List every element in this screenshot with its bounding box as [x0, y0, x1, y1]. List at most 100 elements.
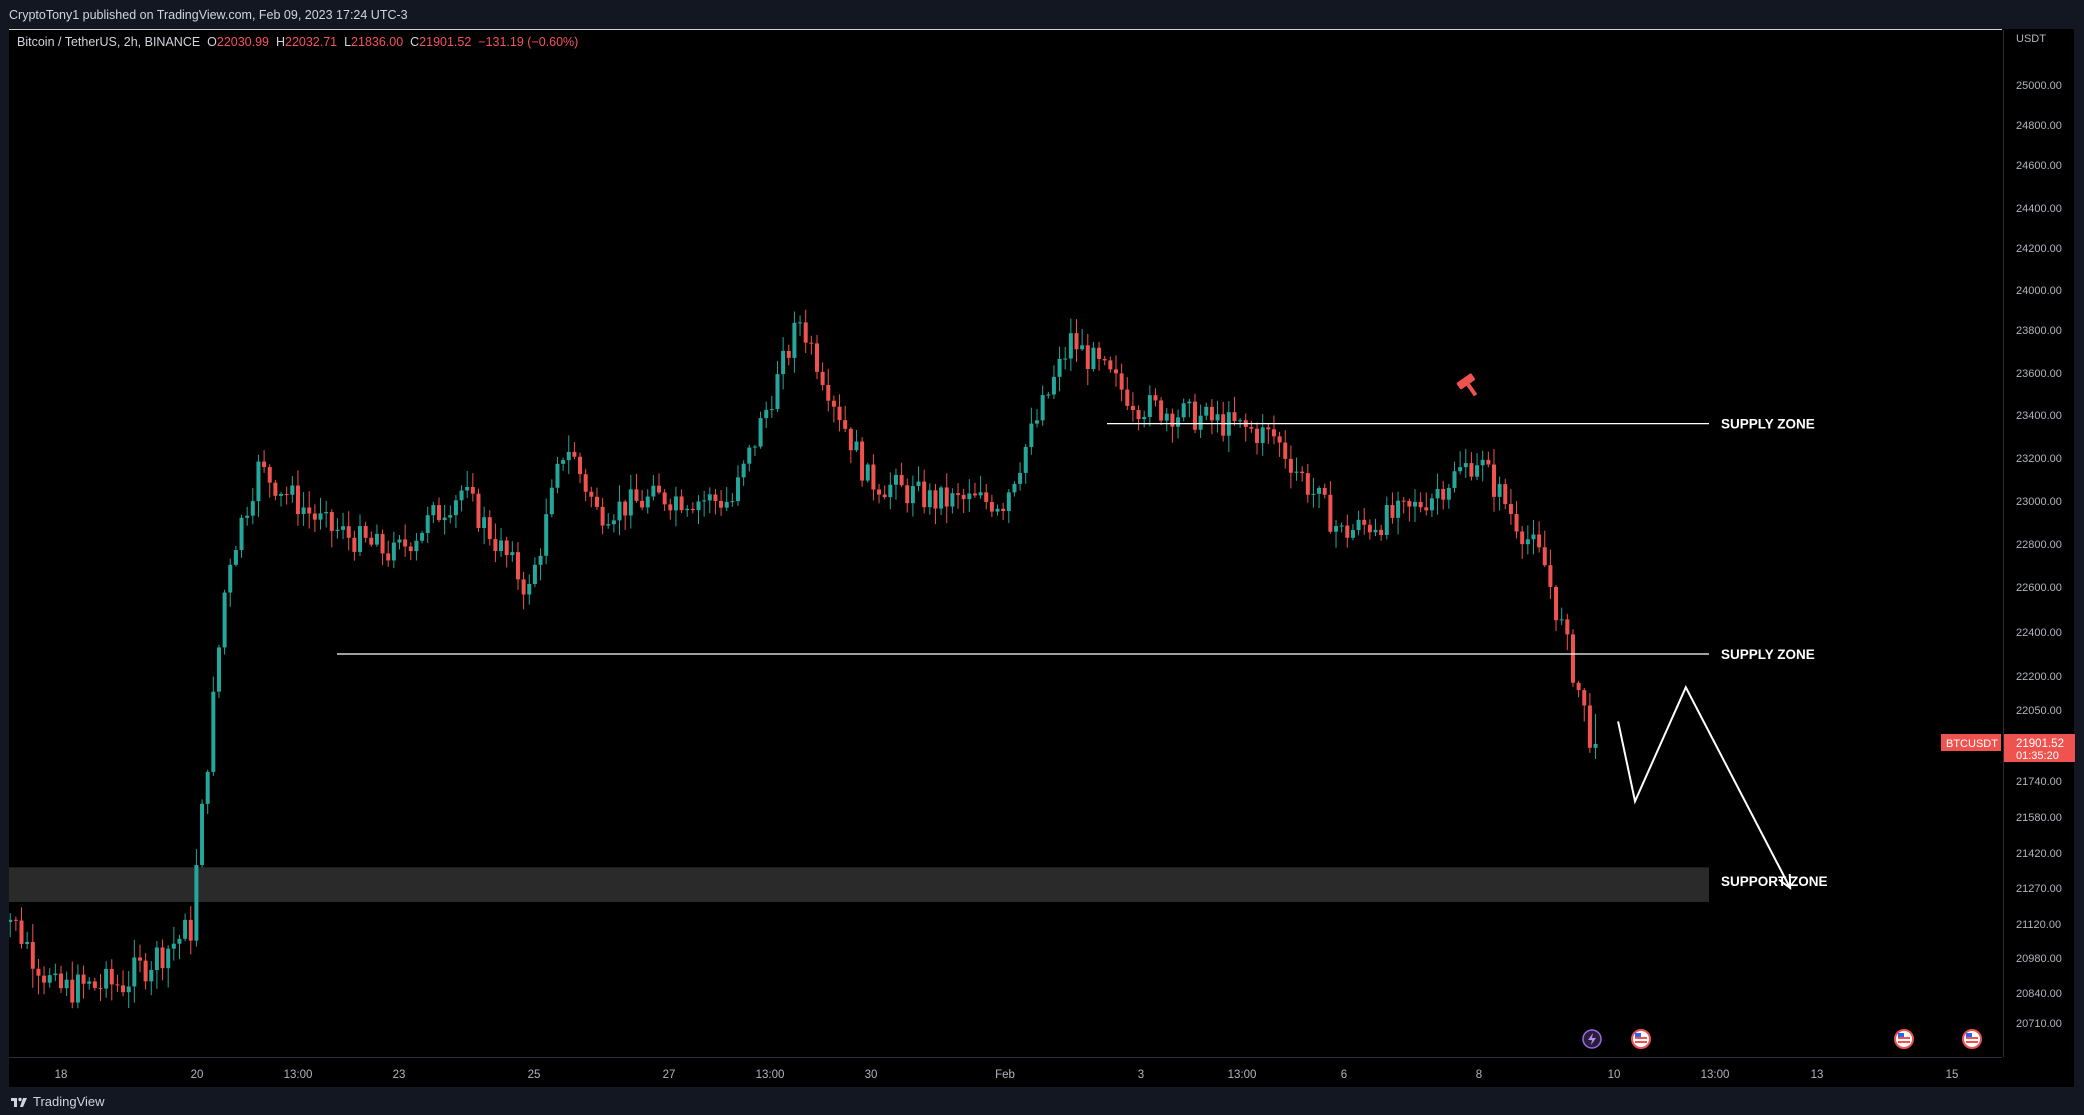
- candle-body: [211, 691, 216, 772]
- brand-text: TradingView: [33, 1094, 105, 1109]
- candle-body: [13, 919, 18, 921]
- candle-body: [171, 943, 176, 949]
- candle-body: [1136, 410, 1141, 420]
- projection-line[interactable]: [1617, 685, 1792, 889]
- candle-body: [927, 490, 932, 508]
- candle-body: [899, 474, 904, 486]
- price-tick-label: 23200.00: [2016, 453, 2062, 465]
- price-axis-labels: USDT 25000.00 24800.00 24600.00 24400.00 2420…: [2004, 33, 2075, 1030]
- projection-arrowhead: [1778, 873, 1792, 891]
- candle-body: [59, 973, 63, 989]
- us-flag-icon[interactable]: [1962, 1029, 1982, 1049]
- candle-body: [865, 464, 870, 481]
- candle-body: [1559, 619, 1564, 621]
- candle-body: [414, 540, 419, 552]
- candle-body: [1260, 427, 1265, 444]
- candle-body: [944, 487, 949, 507]
- candle-body: [380, 533, 385, 554]
- candle-body: [459, 490, 464, 501]
- zone-labels: SUPPLY ZONE SUPPLY ZONE SUPPORT ZONE: [1456, 373, 1828, 889]
- candle-body: [1271, 429, 1276, 437]
- price-tick-label: 24000.00: [2016, 285, 2062, 297]
- time-tick-label: 3: [1138, 1069, 1144, 1081]
- candle-body: [431, 505, 436, 516]
- candle-body: [724, 501, 729, 508]
- open-label: O: [207, 35, 217, 49]
- price-tick-label: 20840.00: [2016, 988, 2062, 1000]
- candle-body: [1142, 416, 1147, 420]
- candle-body: [606, 524, 611, 526]
- symbol-info: Bitcoin / TetherUS, 2h, BINANCE: [17, 35, 201, 49]
- published-text: CryptoTony1 published on TradingView.com…: [9, 8, 408, 22]
- candle-body: [752, 446, 757, 448]
- candle-body: [1475, 465, 1480, 477]
- candle-body: [75, 974, 80, 1003]
- time-tick-label: 8: [1476, 1069, 1482, 1081]
- candle-body: [166, 948, 171, 969]
- candle-body: [809, 342, 814, 344]
- candle-body: [696, 501, 701, 511]
- price-tick-label: 22050.00: [2016, 705, 2062, 717]
- candle-body: [42, 975, 47, 983]
- candle-body: [1277, 436, 1282, 443]
- price-tick-label: 24400.00: [2016, 203, 2062, 215]
- candle-body: [1334, 526, 1339, 532]
- candle-body: [1085, 345, 1090, 370]
- candle-body: [499, 540, 504, 552]
- candle-body: [1198, 415, 1203, 430]
- candle-body: [1542, 547, 1547, 566]
- support-zone-rect: [9, 867, 1709, 902]
- candle-body: [154, 947, 159, 971]
- candle-body: [1164, 413, 1169, 421]
- candle-body: [233, 550, 238, 565]
- candle-body: [515, 552, 520, 580]
- candle-body: [967, 493, 972, 500]
- us-flag-icon[interactable]: [1631, 1029, 1651, 1049]
- tradingview-brand[interactable]: TradingView: [10, 1094, 105, 1109]
- time-axis[interactable]: 18 20 13:00 23 25 27 13:00 30 Feb 3 13:00 6 8 10 13:00…: [9, 1057, 2002, 1088]
- candle-body: [939, 487, 944, 509]
- candle-body: [583, 474, 588, 492]
- us-flag-icon[interactable]: [1894, 1029, 1914, 1049]
- candle-body: [1570, 634, 1575, 683]
- candle-body: [64, 979, 69, 989]
- candle-body: [1582, 690, 1587, 706]
- candle-body: [1130, 405, 1135, 411]
- candle-body: [1390, 505, 1395, 518]
- candle-body: [640, 500, 645, 508]
- candle-body: [1018, 472, 1023, 484]
- frame-border: [9, 29, 2002, 30]
- candle-body: [200, 803, 205, 865]
- price-tick-label: 23800.00: [2016, 325, 2062, 337]
- candle-body: [1446, 487, 1451, 500]
- candle-body: [831, 400, 836, 407]
- time-tick-label: 25: [528, 1069, 541, 1081]
- price-tick-label: 21270.00: [2016, 883, 2062, 895]
- price-tick-label: 21580.00: [2016, 812, 2062, 824]
- candle-body: [1305, 473, 1310, 495]
- time-tick-label: 13:00: [756, 1069, 785, 1081]
- time-tick-label: 6: [1341, 1069, 1347, 1081]
- candlestick-chart[interactable]: SUPPLY ZONE SUPPLY ZONE SUPPORT ZONE BTCUS…: [0, 30, 2002, 1057]
- candle-body: [420, 532, 425, 541]
- candle-body: [1441, 488, 1446, 500]
- candle-body: [1373, 529, 1378, 533]
- candle-body: [1514, 513, 1519, 532]
- candle-body: [566, 451, 571, 461]
- candle-body: [713, 494, 718, 501]
- candle-body: [1012, 483, 1017, 493]
- candle-body: [137, 957, 142, 961]
- candle-body: [358, 526, 363, 552]
- lightning-icon[interactable]: [1582, 1029, 1602, 1049]
- price-axis[interactable]: USDT 25000.00 24800.00 24600.00 24400.00 2420…: [2003, 30, 2075, 1057]
- chart-pane[interactable]: SUPPLY ZONE SUPPLY ZONE SUPPORT ZONE BTCUS…: [0, 30, 2002, 1057]
- candle-body: [623, 501, 628, 516]
- price-tick-label: 23600.00: [2016, 368, 2062, 380]
- candle-body: [1486, 459, 1491, 465]
- candle-body: [1102, 359, 1107, 361]
- time-tick-label: 27: [663, 1069, 676, 1081]
- candle-body: [673, 496, 678, 511]
- candle-body: [1452, 471, 1457, 488]
- bar-countdown: 01:35:20: [2016, 750, 2059, 762]
- candle-body: [36, 968, 41, 976]
